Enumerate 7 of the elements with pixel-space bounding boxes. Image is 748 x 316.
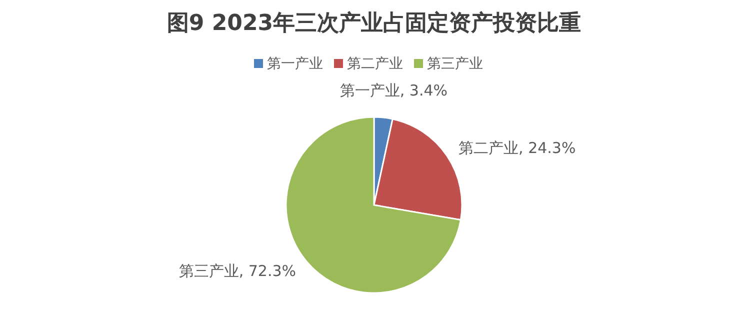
data-label: 第二产业, 24.3% <box>458 138 576 157</box>
legend-label: 第二产业 <box>347 56 403 72</box>
data-label: 第一产业, 3.4% <box>340 82 448 100</box>
data-label: 第三产业, 72.3% <box>178 262 296 280</box>
legend-label: 第三产业 <box>427 56 483 72</box>
chart-title: 图9 2023年三次产业占固定资产投资比重 <box>166 10 582 36</box>
legend-label: 第一产业 <box>267 56 323 72</box>
